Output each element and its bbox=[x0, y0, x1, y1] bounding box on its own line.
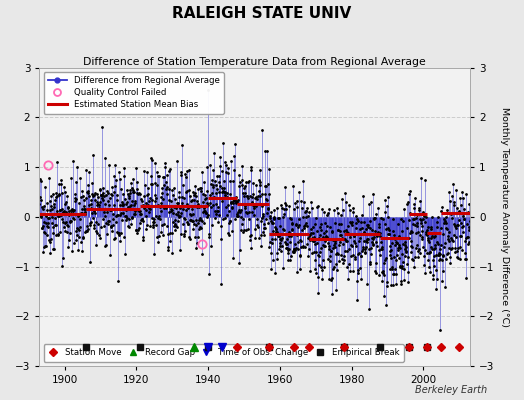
Legend: Station Move, Record Gap, Time of Obs. Change, Empirical Break: Station Move, Record Gap, Time of Obs. C… bbox=[43, 344, 404, 362]
Y-axis label: Monthly Temperature Anomaly Difference (°C): Monthly Temperature Anomaly Difference (… bbox=[500, 107, 509, 327]
Title: Difference of Station Temperature Data from Regional Average: Difference of Station Temperature Data f… bbox=[83, 57, 426, 67]
Text: Berkeley Earth: Berkeley Earth bbox=[415, 385, 487, 395]
Text: RALEIGH STATE UNIV: RALEIGH STATE UNIV bbox=[172, 6, 352, 21]
